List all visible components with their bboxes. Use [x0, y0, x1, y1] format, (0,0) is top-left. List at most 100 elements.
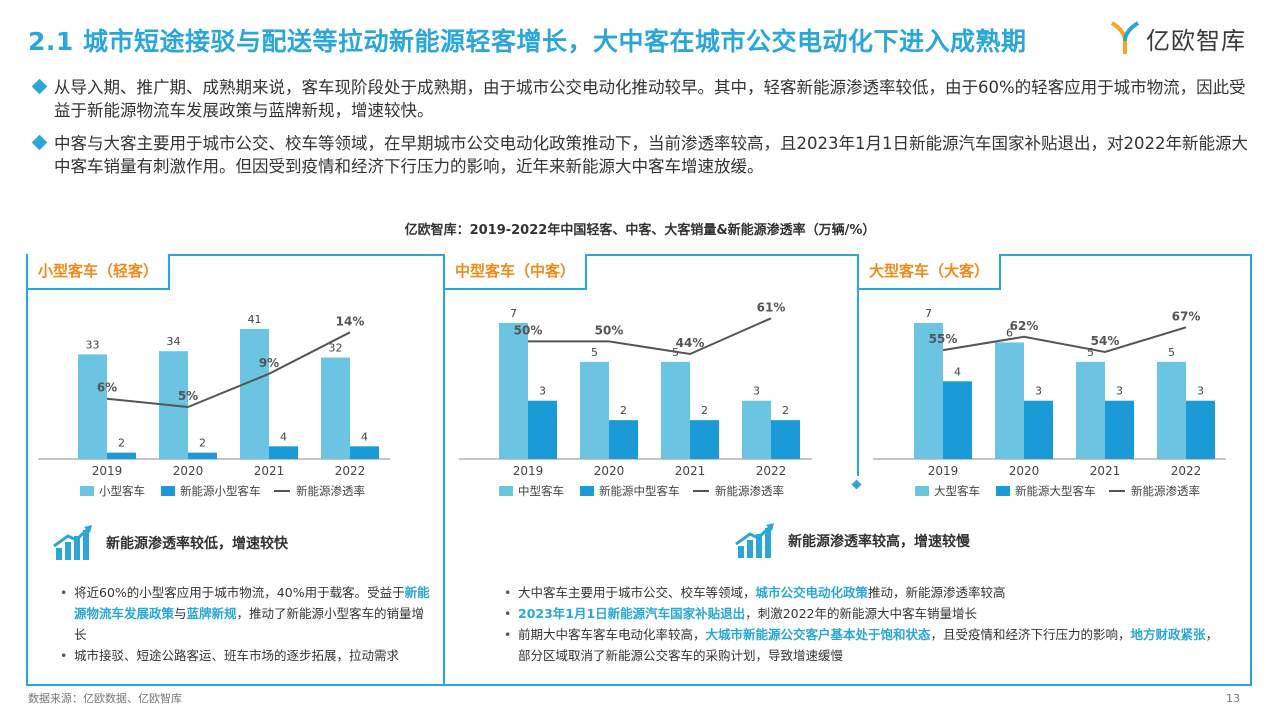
bar-label: 3 — [753, 385, 760, 398]
x-tick-label: 2020 — [594, 464, 625, 478]
bar-label: 34 — [167, 335, 181, 348]
line-label: 14% — [336, 314, 365, 328]
line-label: 54% — [1091, 334, 1120, 348]
bar-nev — [528, 400, 557, 459]
bar-total — [995, 342, 1024, 459]
bullet-paragraph: 中客与大客主要用于城市公交、校车等领域，在早期城市公交电动化政策推动下，当前渗透… — [31, 132, 1249, 178]
bar-label: 5 — [1168, 346, 1175, 359]
list-item: 前期大中客车客车电动化率较高，大城市新能源公交客户基本处于饱和状态，且受疫情和经… — [500, 624, 1230, 666]
x-tick-label: 2021 — [254, 464, 285, 478]
x-tick-label: 2019 — [513, 464, 544, 478]
bar-total — [742, 400, 771, 459]
bar-label: 5 — [591, 346, 598, 359]
bar-nev — [943, 381, 972, 459]
bar-nev — [269, 446, 298, 459]
bar-label: 4 — [954, 365, 961, 378]
bar-nev — [188, 452, 217, 459]
line-series — [106, 331, 351, 409]
bar-label: 2 — [620, 404, 627, 417]
diamond-bullet-icon — [31, 78, 48, 95]
line-series — [942, 326, 1187, 354]
bar-total — [580, 361, 609, 459]
bar-label: 41 — [248, 313, 262, 326]
panel-title-small-bus: 小型客车（轻客） — [28, 254, 171, 290]
bar-total — [1157, 361, 1186, 459]
x-tick-label: 2020 — [173, 464, 204, 478]
bullet-text: 从导入期、推广期、成熟期来说，客车现阶段处于成熟期，由于城市公交电动化推动较早。… — [54, 78, 1246, 120]
x-tick-label: 2019 — [928, 464, 959, 478]
page-title: 2.1 城市短途接驳与配送等拉动新能源轻客增长，大中客在城市公交电动化下进入成熟… — [28, 27, 1027, 56]
bar-label: 4 — [280, 430, 287, 443]
bar-label: 5 — [1087, 346, 1094, 359]
left-notes: 将近60%的小型客应用于城市物流，40%用于载客。受益于新能源物流车发展政策与蓝… — [56, 582, 434, 666]
bar-label: 3 — [1197, 385, 1204, 398]
panel-title-medium-bus: 中型客车（中客） — [445, 254, 588, 290]
line-label: 67% — [1172, 309, 1201, 323]
bar-label: 7 — [925, 307, 932, 320]
legend-swatch — [915, 486, 929, 496]
legend-swatch — [80, 486, 94, 496]
legend-label: 新能源渗透率 — [715, 484, 784, 498]
line-label: 9% — [259, 356, 279, 370]
bar-label: 6 — [1006, 326, 1013, 339]
x-tick-label: 2022 — [756, 464, 787, 478]
x-tick-label: 2019 — [92, 464, 123, 478]
bar-label: 33 — [86, 338, 100, 351]
bar-nev — [350, 446, 379, 459]
line-label: 55% — [929, 332, 958, 346]
legend-label: 新能源小型客车 — [180, 484, 261, 498]
growth-chart-icon — [735, 523, 774, 558]
growth-chart-icon — [53, 525, 92, 560]
x-tick-label: 2021 — [675, 464, 706, 478]
bar-total — [1076, 361, 1105, 459]
legend-swatch — [996, 486, 1010, 496]
bullet-paragraph: 从导入期、推广期、成熟期来说，客车现阶段处于成熟期，由于城市公交电动化推动较早。… — [31, 76, 1249, 122]
source-note: 数据来源：亿欧数据、亿欧智库 — [28, 692, 182, 705]
chart-frame — [26, 254, 1252, 686]
bar-label: 2 — [118, 437, 125, 450]
bar-total — [78, 354, 107, 459]
bar-nev — [771, 420, 800, 459]
bar-total — [321, 357, 350, 459]
legend-label: 新能源中型客车 — [599, 484, 680, 498]
bar-label: 3 — [1116, 385, 1123, 398]
list-item: 大中客车主要用于城市公交、校车等领域，城市公交电动化政策推动，新能源渗透率较高 — [500, 582, 1230, 603]
right-summary-heading-text: 新能源渗透率较高，增速较慢 — [788, 534, 970, 550]
panel-title-large-bus: 大型客车（大客） — [859, 254, 1002, 290]
logo-text: 亿欧智库 — [1146, 26, 1246, 55]
left-summary-heading: 新能源渗透率较低，增速较快 — [52, 524, 288, 562]
line-label: 61% — [757, 300, 786, 314]
legend-swatch — [580, 486, 594, 496]
panel-divider — [857, 254, 859, 476]
bar-total — [914, 323, 943, 459]
chart-small-bus: 33 2 2019 34 2 2020 41 4 2021 32 4 2022 6% 5% 9% 14% 小型客… — [38, 313, 390, 498]
x-tick-label: 2022 — [1171, 464, 1202, 478]
x-tick-label: 2021 — [1090, 464, 1121, 478]
bar-nev — [1024, 400, 1053, 459]
list-item: 2023年1月1日新能源汽车国家补贴退出，刺激2022年的新能源大中客车销量增长 — [500, 603, 1230, 624]
legend-label: 小型客车 — [99, 484, 145, 498]
left-summary-heading-text: 新能源渗透率较低，增速较快 — [106, 536, 288, 552]
bar-nev — [690, 420, 719, 459]
x-tick-label: 2020 — [1009, 464, 1040, 478]
line-label: 62% — [1010, 319, 1039, 333]
legend-swatch — [499, 486, 513, 496]
diamond-bullet-icon — [31, 134, 48, 151]
legend-label: 新能源大型客车 — [1015, 484, 1096, 498]
bar-label: 2 — [199, 437, 206, 450]
bar-total — [499, 323, 528, 459]
bar-total — [661, 361, 690, 459]
chart-large-bus: 7 4 2019 6 3 2020 5 3 2021 5 3 2022 55% 62% 54% 67% 大型客车… — [873, 307, 1226, 498]
line-label: 6% — [97, 381, 117, 395]
bar-nev — [1105, 400, 1134, 459]
bar-label: 7 — [510, 307, 517, 320]
list-item: 将近60%的小型客应用于城市物流，40%用于载客。受益于新能源物流车发展政策与蓝… — [56, 582, 434, 645]
line-label: 44% — [676, 336, 705, 350]
bar-total — [240, 329, 269, 459]
bullet-text: 中客与大客主要用于城市公交、校车等领域，在早期城市公交电动化政策推动下，当前渗透… — [54, 134, 1248, 176]
legend-label: 新能源渗透率 — [296, 484, 365, 498]
line-label: 50% — [514, 323, 543, 337]
legend-swatch — [161, 486, 175, 496]
right-summary-heading: 新能源渗透率较高，增速较慢 — [734, 522, 970, 560]
